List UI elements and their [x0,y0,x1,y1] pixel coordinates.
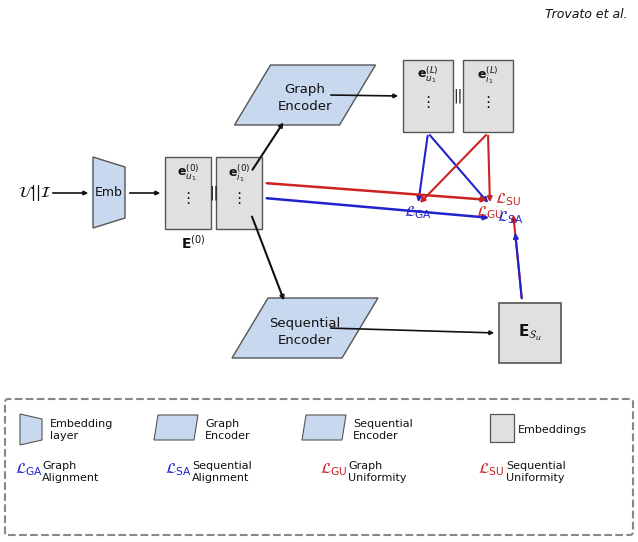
Text: $\mathbf{E}^{(0)}$: $\mathbf{E}^{(0)}$ [181,234,205,252]
Text: Graph: Graph [285,83,325,96]
Text: $\mathbf{E}_{\mathcal{S}_u}$: $\mathbf{E}_{\mathcal{S}_u}$ [518,322,542,343]
Text: ||: || [209,186,218,200]
Text: Emb: Emb [95,186,123,199]
Text: $\mathbf{e}_{i_1}^{(0)}$: $\mathbf{e}_{i_1}^{(0)}$ [228,162,250,184]
Text: ⋮: ⋮ [480,94,496,109]
Bar [490,414,514,442]
Text: ⋮: ⋮ [420,94,436,109]
Text: Sequential
Alignment: Sequential Alignment [192,461,252,483]
Text: $\mathcal{L}_{\mathrm{SA}}$: $\mathcal{L}_{\mathrm{SA}}$ [165,462,191,479]
Text: Encoder: Encoder [278,333,332,346]
Text: $\mathbf{e}_{u_1}^{(0)}$: $\mathbf{e}_{u_1}^{(0)}$ [177,163,199,183]
Text: Graph
Uniformity: Graph Uniformity [348,461,406,483]
Text: Embedding
layer: Embedding layer [50,419,114,441]
Polygon shape [93,157,125,228]
Text: Graph
Alignment: Graph Alignment [42,461,100,483]
Text: ||: || [454,89,463,103]
Bar [499,303,561,363]
Text: Embeddings: Embeddings [518,425,587,435]
Polygon shape [232,298,378,358]
Text: $\mathcal{L}_{\mathrm{SA}}$: $\mathcal{L}_{\mathrm{SA}}$ [496,210,523,227]
Text: $\mathcal{L}_{\mathrm{SU}}$: $\mathcal{L}_{\mathrm{SU}}$ [478,462,504,479]
Polygon shape [154,415,198,440]
Text: ⋮: ⋮ [232,191,247,207]
Text: ⋮: ⋮ [181,191,196,207]
Text: $\mathcal{L}_{\mathrm{GA}}$: $\mathcal{L}_{\mathrm{GA}}$ [15,462,43,479]
Polygon shape [302,415,346,440]
Text: $\mathcal{L}_{\mathrm{GU}}$: $\mathcal{L}_{\mathrm{GU}}$ [320,462,348,479]
Text: $\mathcal{L}_{\mathrm{GA}}$: $\mathcal{L}_{\mathrm{GA}}$ [404,205,432,221]
Polygon shape [235,65,376,125]
Text: $\mathcal{L}_{\mathrm{SU}}$: $\mathcal{L}_{\mathrm{SU}}$ [495,192,521,208]
Text: $\mathbf{e}_{i_1}^{(L)}$: $\mathbf{e}_{i_1}^{(L)}$ [477,64,499,86]
Text: Sequential
Encoder: Sequential Encoder [353,419,413,441]
Text: $\mathbf{e}_{u_1}^{(L)}$: $\mathbf{e}_{u_1}^{(L)}$ [417,64,439,86]
Polygon shape [20,414,42,445]
FancyBboxPatch shape [5,399,633,535]
Text: $\mathcal{U}||\mathcal{I}$: $\mathcal{U}||\mathcal{I}$ [18,183,52,203]
Bar [165,157,211,229]
Bar [216,157,262,229]
Text: Trovato et al.: Trovato et al. [545,8,628,21]
Text: Encoder: Encoder [278,100,332,113]
Text: $\mathcal{L}_{\mathrm{GU}}$: $\mathcal{L}_{\mathrm{GU}}$ [476,205,504,221]
Text: Sequential: Sequential [269,317,341,330]
Text: Sequential
Uniformity: Sequential Uniformity [506,461,566,483]
Bar [463,60,513,132]
Bar [403,60,453,132]
Text: Graph
Encoder: Graph Encoder [205,419,251,441]
